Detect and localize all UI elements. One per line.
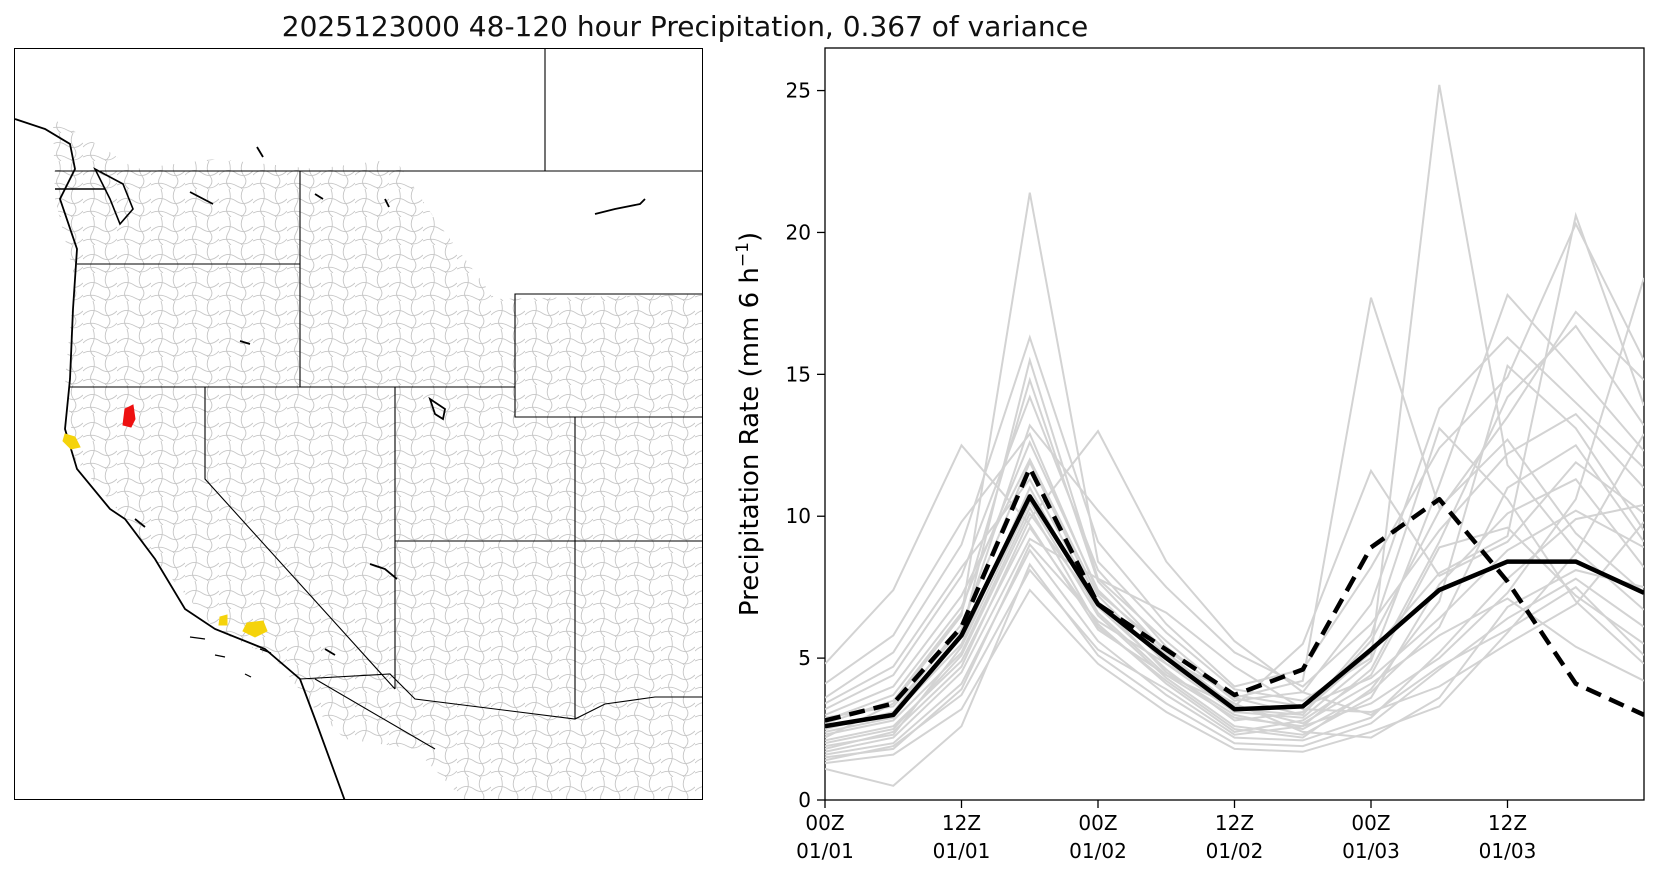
member-line-24 — [825, 363, 1644, 739]
coastline — [15, 118, 346, 799]
y-tick-label: 25 — [786, 79, 811, 103]
y-axis-ticks: 0 5 10 15 20 25 — [786, 79, 825, 812]
basin-map-panel — [14, 48, 703, 800]
highlight-basin-yellow-north — [62, 433, 81, 450]
x-tick-label-date: 01/01 — [933, 839, 991, 863]
x-tick-label-time: 00Z — [805, 811, 844, 835]
member-line-1 — [825, 525, 1644, 742]
x-tick-label-time: 12Z — [942, 811, 981, 835]
x-tick-label-time: 12Z — [1488, 811, 1527, 835]
member-line-21 — [825, 429, 1644, 750]
dashed-series-line — [825, 465, 1644, 723]
member-line-4 — [825, 335, 1644, 711]
y-tick-label: 5 — [798, 646, 811, 670]
member-line-22 — [825, 324, 1644, 728]
member-line-14 — [825, 412, 1644, 719]
member-line-11 — [825, 221, 1644, 699]
member-line-20 — [825, 477, 1644, 708]
solid-series-line — [825, 494, 1644, 729]
member-line-19 — [825, 376, 1644, 725]
y-axis-label: Precipitation Rate (mm 6 h−1) — [733, 232, 765, 616]
member-line-10 — [825, 562, 1644, 787]
y-tick-label: 0 — [798, 788, 811, 812]
y-tick-label: 20 — [786, 220, 811, 244]
highlight-basin-yellow-south — [218, 614, 268, 638]
x-axis-ticks: 00Z 01/01 12Z 01/01 00Z 01/02 12Z 01/02 00Z 01/03… — [796, 800, 1536, 863]
member-line-13 — [825, 521, 1644, 753]
mean-series — [825, 465, 1644, 729]
member-line-12 — [825, 84, 1644, 739]
member-line-8 — [825, 443, 1644, 725]
x-tick-label-date: 01/02 — [1069, 839, 1127, 863]
member-line-23 — [825, 426, 1644, 717]
x-tick-label-date: 01/03 — [1342, 839, 1400, 863]
west-us-basin-map — [15, 49, 702, 799]
member-line-7 — [825, 478, 1644, 748]
figure-title: 2025123000 48-120 hour Precipitation, 0.… — [281, 10, 1089, 43]
x-tick-label-time: 12Z — [1215, 811, 1254, 835]
ensemble-members — [825, 84, 1644, 787]
member-line-16 — [825, 292, 1644, 719]
member-line-15 — [825, 277, 1644, 762]
x-tick-label-date: 01/02 — [1206, 839, 1264, 863]
x-tick-label-time: 00Z — [1351, 811, 1390, 835]
y-tick-label: 15 — [786, 362, 811, 386]
y-tick-label: 10 — [786, 504, 811, 528]
x-tick-label-time: 00Z — [1078, 811, 1117, 835]
x-tick-label-date: 01/01 — [796, 839, 854, 863]
lakes — [134, 146, 646, 656]
state-boundaries — [55, 49, 702, 750]
highlight-basin-red — [122, 404, 136, 428]
member-line-5 — [825, 433, 1644, 765]
puget-sound — [55, 167, 134, 226]
member-line-17 — [825, 211, 1644, 745]
channel-islands — [189, 636, 272, 678]
member-line-18 — [825, 542, 1644, 759]
x-tick-label-date: 01/03 — [1479, 839, 1537, 863]
